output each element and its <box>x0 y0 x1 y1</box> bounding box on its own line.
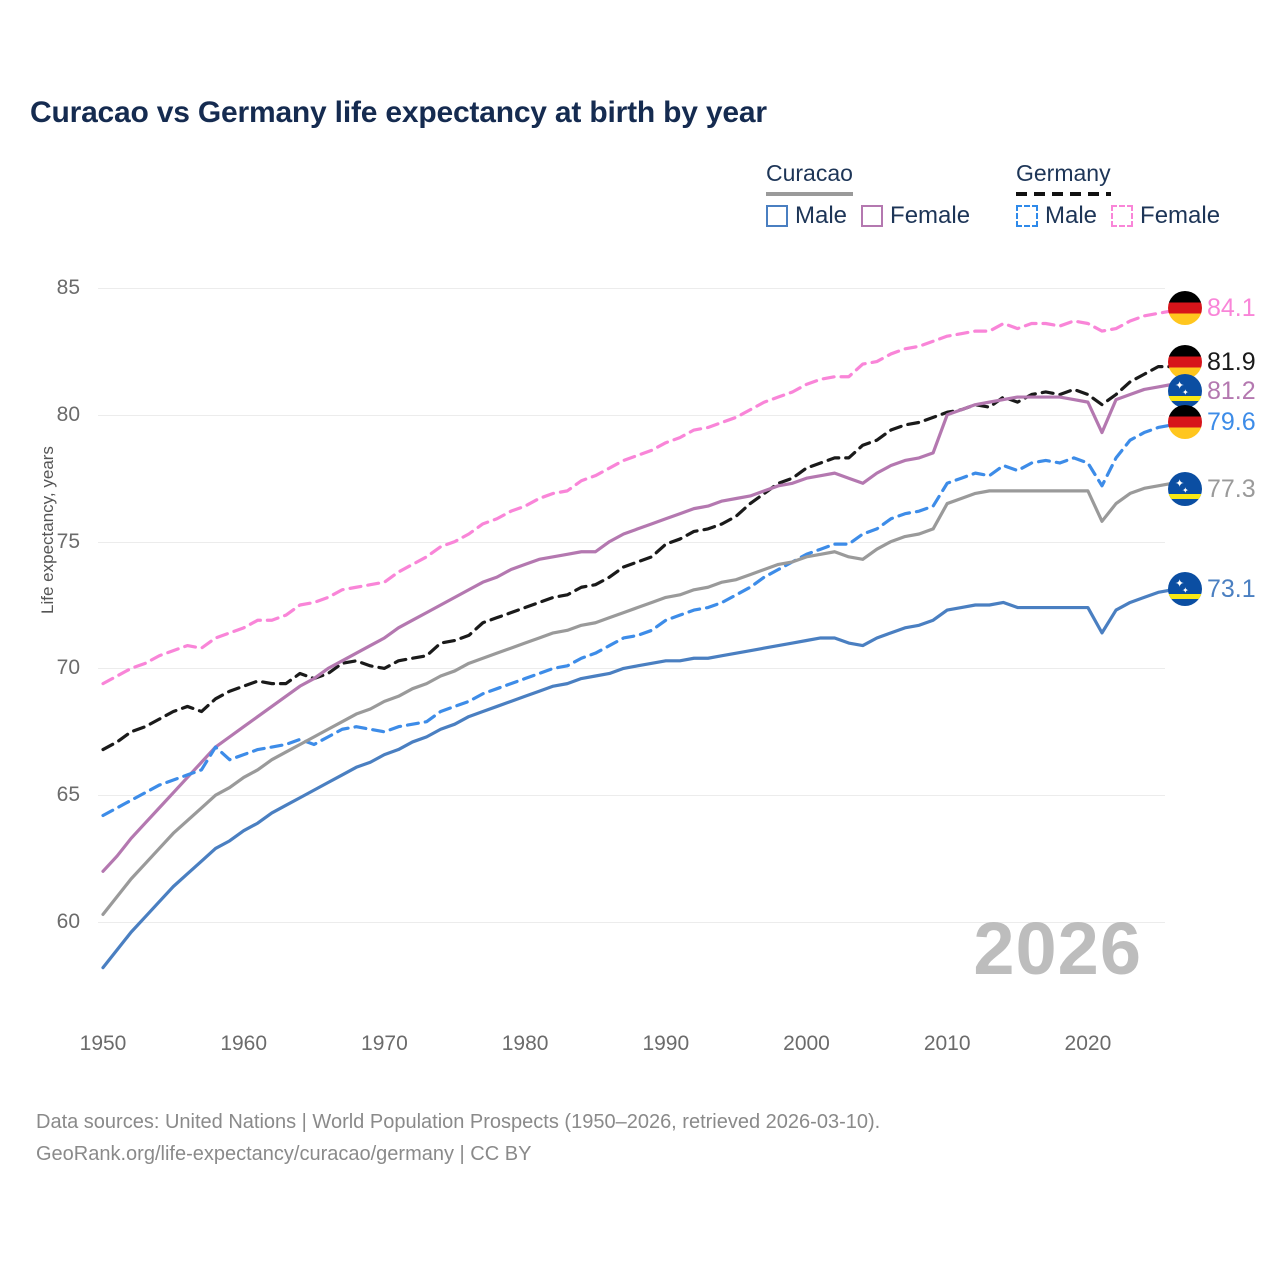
germany-flag-icon <box>1168 291 1202 325</box>
legend-item-curacao-male[interactable]: Male <box>766 202 847 230</box>
y-axis-tick-label: 70 <box>56 656 80 680</box>
chart-legend: Curacao Male Female Germany Male <box>758 160 1258 240</box>
y-axis-tick-label: 80 <box>56 402 80 426</box>
gridline <box>98 414 1165 416</box>
legend-items-curacao: Male Female <box>766 202 970 230</box>
curacao-flag-icon: ✦ ✦ <box>1168 572 1202 606</box>
end-value-text: 77.3 <box>1207 474 1256 503</box>
legend-group-curacao: Curacao <box>766 160 853 196</box>
germany-flag-icon <box>1168 405 1202 439</box>
gridline <box>98 922 1165 923</box>
series-line <box>101 382 1174 873</box>
end-value-text: 73.1 <box>1207 574 1256 603</box>
x-axis-tick-label: 1950 <box>79 1032 127 1055</box>
x-axis-tick-label: 1990 <box>642 1032 690 1055</box>
end-value-label: ✦ ✦ 81.2 <box>1168 374 1256 408</box>
y-axis-tick-label: 65 <box>56 783 80 807</box>
y-axis-tick-label: 85 <box>56 276 80 299</box>
legend-swatch-icon <box>1111 205 1134 227</box>
end-value-label: ✦ ✦ 73.1 <box>1168 572 1256 606</box>
x-axis-tick-label: 1960 <box>220 1032 268 1055</box>
legend-rule-solid <box>766 192 853 196</box>
end-value-text: 79.6 <box>1207 407 1256 436</box>
end-value-label: ✦ ✦ 77.3 <box>1168 472 1256 506</box>
end-value-text: 81.9 <box>1207 347 1256 376</box>
series-line <box>101 423 1174 818</box>
legend-group-title: Curacao <box>766 160 853 186</box>
curacao-flag-icon: ✦ ✦ <box>1168 374 1202 408</box>
legend-swatch-icon <box>861 205 884 227</box>
germany-flag-icon <box>1168 345 1202 379</box>
y-axis-tick-label: 75 <box>56 529 80 553</box>
end-value-label: 84.1 <box>1168 291 1256 325</box>
gridline <box>98 795 1165 797</box>
x-axis-tick-label: 2010 <box>923 1032 971 1055</box>
end-value-text: 81.2 <box>1207 376 1256 405</box>
series-line <box>101 481 1174 916</box>
curacao-flag-icon: ✦ ✦ <box>1168 472 1202 506</box>
end-value-label: 81.9 <box>1168 345 1256 379</box>
legend-swatch-icon <box>1016 205 1038 227</box>
x-axis-tick-label: 1980 <box>501 1032 549 1055</box>
gridline <box>98 541 1165 543</box>
end-value-text: 84.1 <box>1207 293 1256 322</box>
year-watermark: 2026 <box>973 907 1142 990</box>
series-line <box>101 365 1174 752</box>
legend-item-label: Male <box>1045 202 1098 229</box>
x-axis-tick-label: 2020 <box>1064 1032 1112 1055</box>
legend-item-curacao-female[interactable]: Female <box>861 202 970 230</box>
legend-group-germany: Germany <box>1016 160 1111 196</box>
footer-line-sources: Data sources: United Nations | World Pop… <box>36 1111 881 1133</box>
legend-rule-dashed <box>1016 192 1111 196</box>
end-value-label: 79.6 <box>1168 405 1256 439</box>
series-line <box>101 588 1174 970</box>
legend-item-germany-male[interactable]: Male <box>1016 202 1097 230</box>
legend-item-germany-female[interactable]: Female <box>1111 202 1220 230</box>
y-axis-tick-label: 60 <box>56 910 80 933</box>
footer-credits: Data sources: United Nations | World Pop… <box>36 1106 880 1171</box>
series-line <box>101 309 1174 686</box>
footer-line-url: GeoRank.org/life-expectancy/curacao/germ… <box>36 1143 532 1166</box>
x-axis-tick-label: 1970 <box>361 1032 408 1055</box>
legend-items-germany: Male Female <box>1016 202 1220 230</box>
legend-item-label: Female <box>890 202 971 229</box>
gridline <box>98 668 1165 670</box>
legend-swatch-icon <box>766 205 788 227</box>
x-axis-tick-label: 2000 <box>783 1032 830 1055</box>
legend-group-title: Germany <box>1016 160 1111 186</box>
legend-item-label: Male <box>795 202 848 229</box>
page-title: Curacao vs Germany life expectancy at bi… <box>30 96 767 129</box>
gridline <box>98 288 1165 289</box>
legend-item-label: Female <box>1140 202 1221 229</box>
